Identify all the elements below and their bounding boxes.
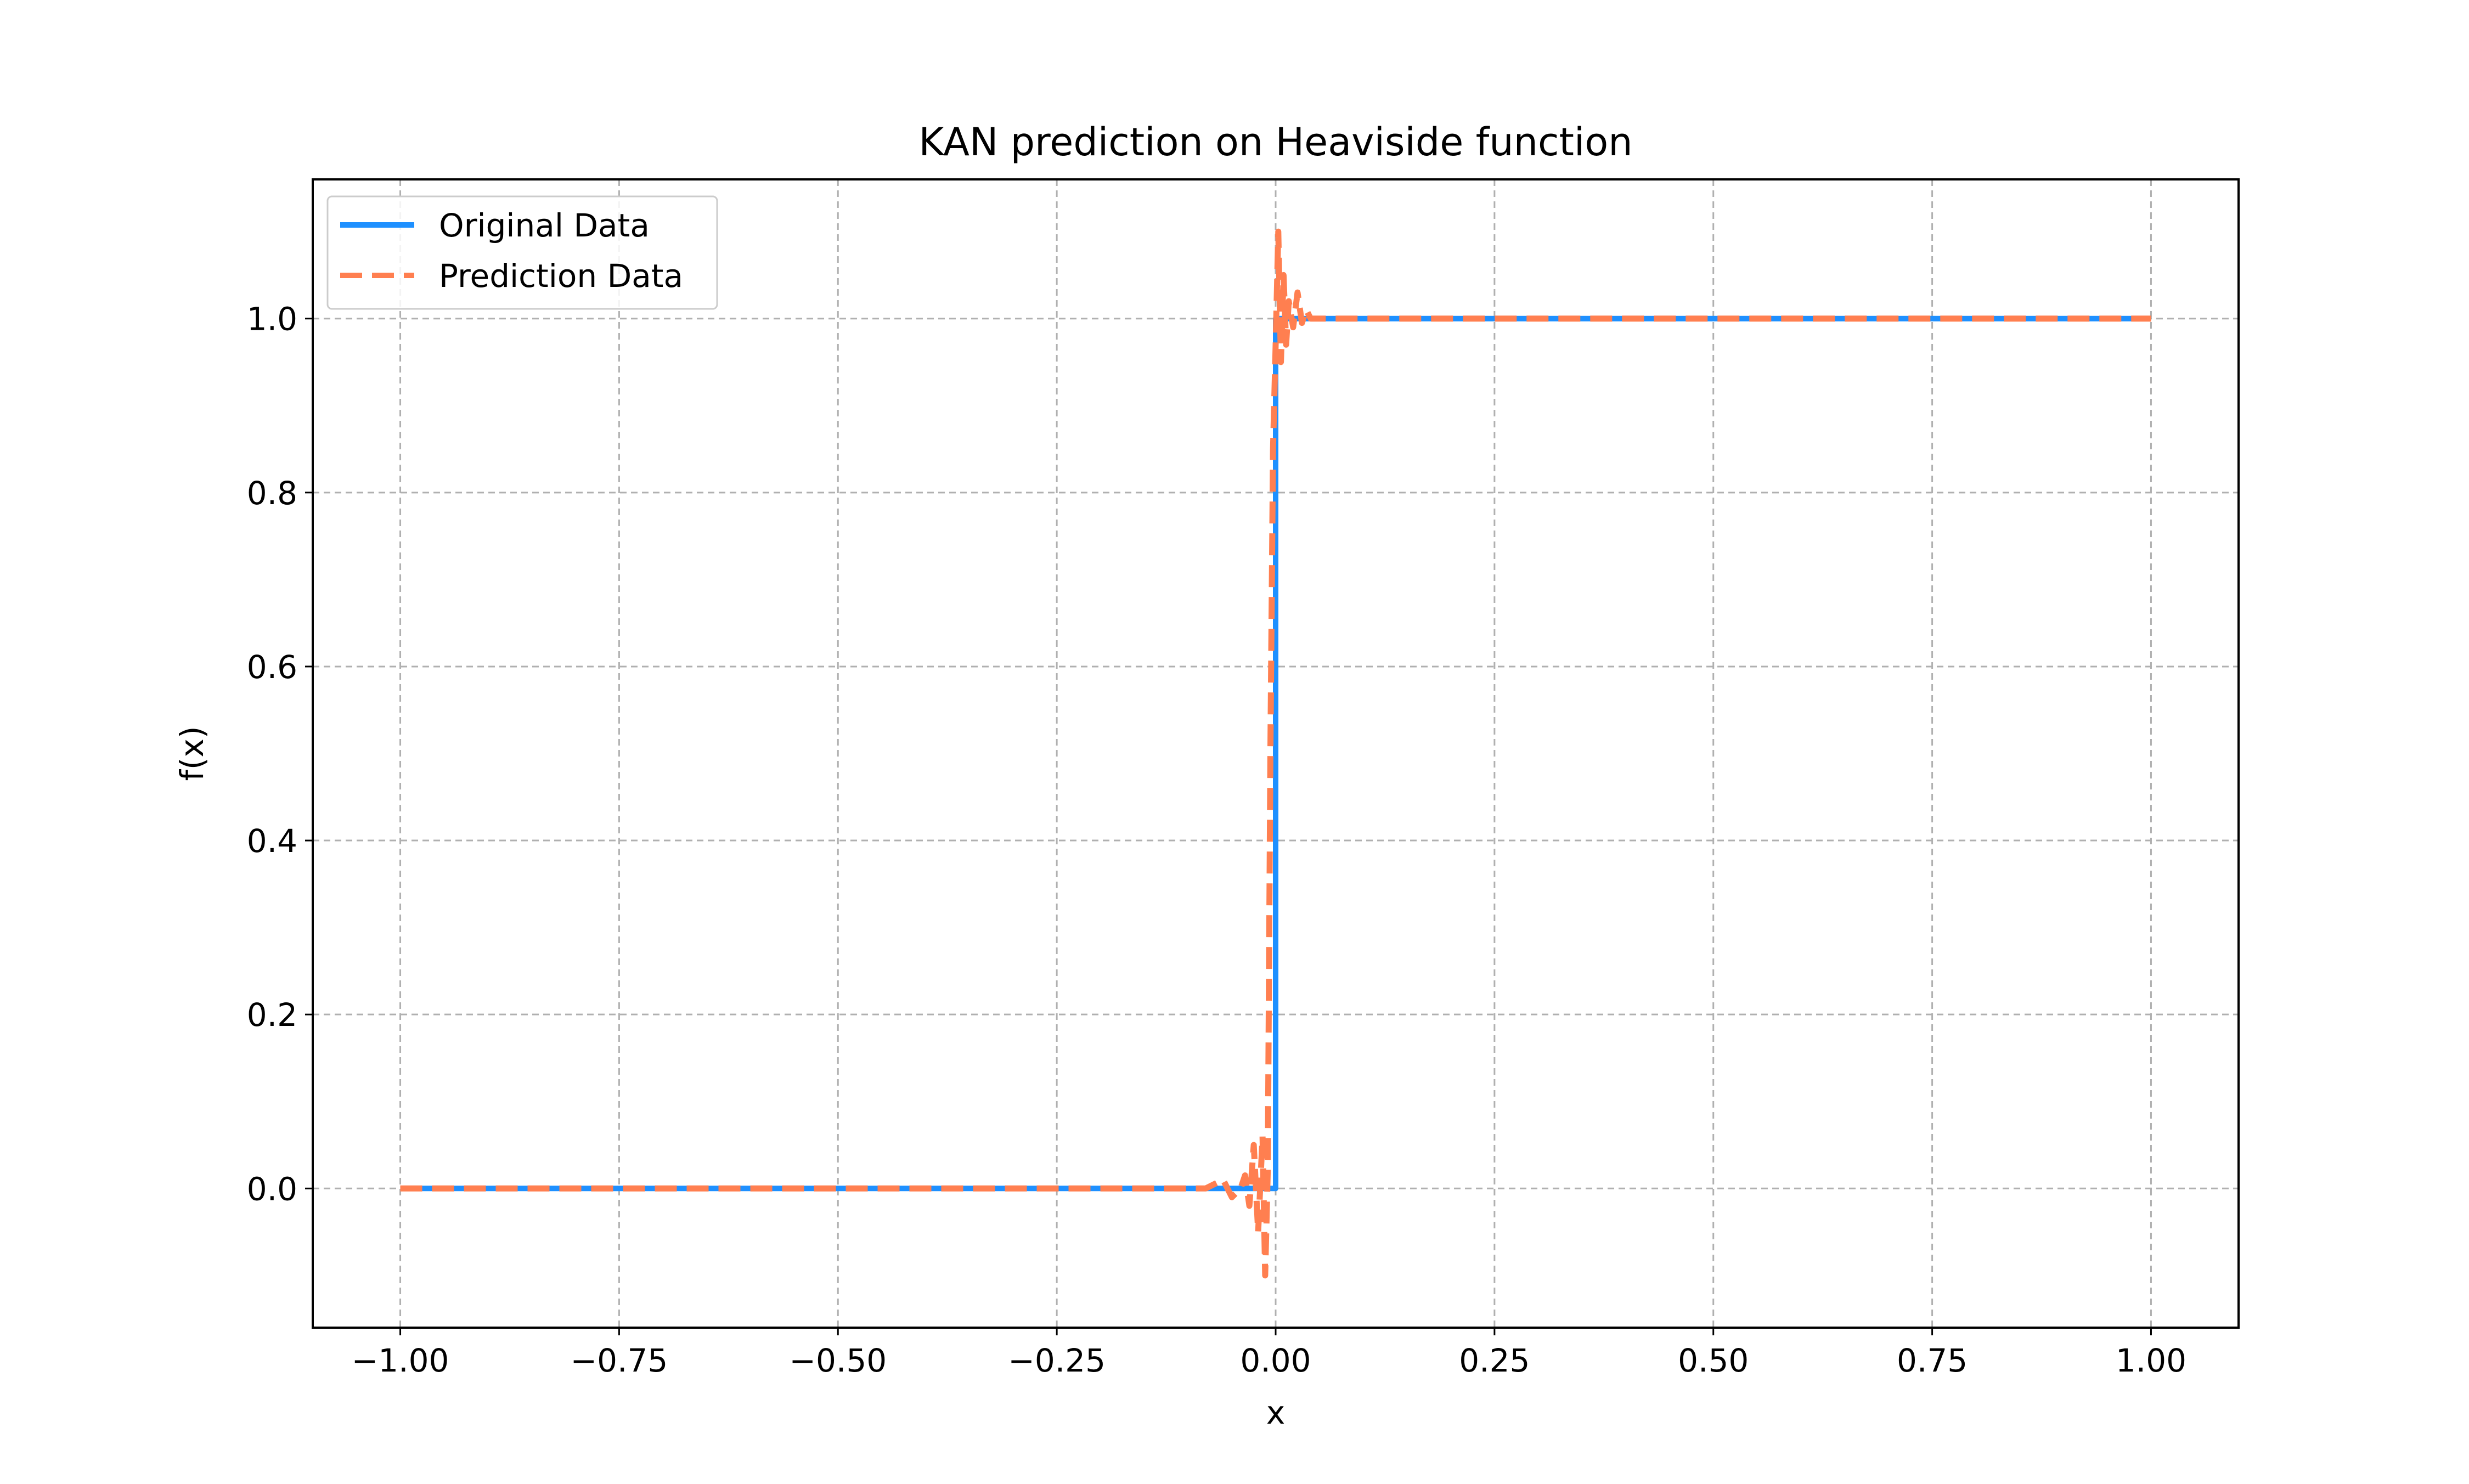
y-tick-label: 0.4	[247, 822, 297, 860]
legend-label-prediction: Prediction Data	[439, 257, 683, 295]
x-tick-label: 0.00	[1240, 1342, 1311, 1379]
series-prediction-line	[400, 228, 2151, 1279]
grid	[313, 179, 2239, 1328]
legend: Original Data Prediction Data	[326, 195, 718, 310]
x-tick-label: 0.50	[1678, 1342, 1749, 1379]
y-tick-label: 0.2	[247, 996, 297, 1034]
x-axis-label: x	[1266, 1394, 1285, 1431]
x-tick-label: 1.00	[2116, 1342, 2186, 1379]
x-tick-label: −0.25	[1008, 1342, 1106, 1379]
series-layer	[400, 228, 2151, 1279]
legend-label-original: Original Data	[439, 207, 650, 244]
x-tick-label: −1.00	[352, 1342, 449, 1379]
ticks: −1.00 −0.75 −0.50 −0.25 0.00 0.25 0.50 0.75 1.00…	[247, 301, 2186, 1379]
y-tick-label: 0.8	[247, 475, 297, 512]
x-tick-label: 0.75	[1897, 1342, 1968, 1379]
x-tick-label: −0.75	[571, 1342, 668, 1379]
y-tick-label: 0.6	[247, 648, 297, 686]
x-tick-label: −0.50	[789, 1342, 887, 1379]
legend-box	[326, 195, 718, 310]
y-tick-label: 1.0	[247, 301, 297, 338]
series-original-line	[400, 315, 2151, 1192]
chart-title: KAN prediction on Heaviside function	[918, 120, 1632, 165]
x-tick-label: 0.25	[1459, 1342, 1530, 1379]
y-tick-label: 0.0	[247, 1170, 297, 1207]
y-axis-label: f(x)	[173, 726, 211, 781]
